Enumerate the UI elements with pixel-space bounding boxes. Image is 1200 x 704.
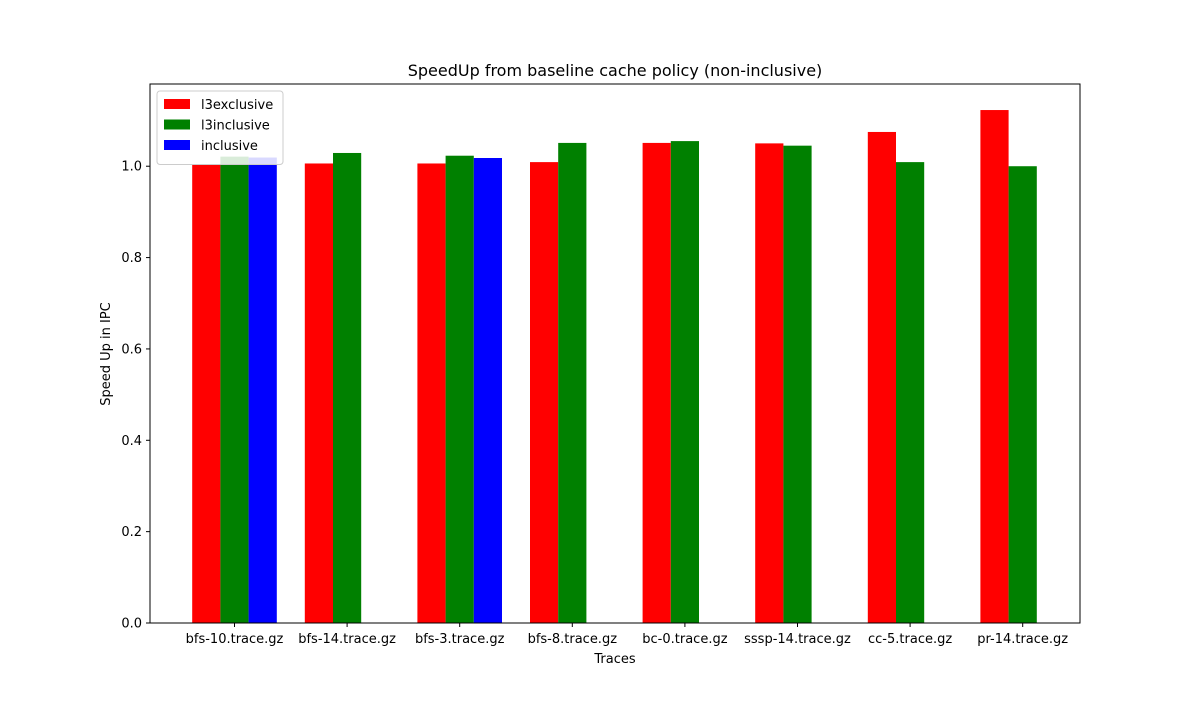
bar-l3inclusive-sssp-14.trace.gz <box>783 145 812 624</box>
x-tick-label: sssp-14.trace.gz <box>744 632 851 647</box>
bar-l3exclusive-bfs-10.trace.gz <box>192 164 221 623</box>
x-tick-label: bfs-14.trace.gz <box>298 632 396 647</box>
bar-l3exclusive-bc-0.trace.gz <box>642 142 671 624</box>
legend-label-l3inclusive: l3inclusive <box>201 119 270 134</box>
y-tick-label: 0.8 <box>121 251 142 266</box>
bar-l3inclusive-bfs-8.trace.gz <box>558 142 587 624</box>
legend-swatch-l3inclusive <box>164 119 190 130</box>
bar-l3inclusive-bc-0.trace.gz <box>670 141 699 623</box>
y-tick-label: 0.6 <box>121 342 142 357</box>
bar-inclusive-bfs-3.trace.gz <box>473 158 502 623</box>
x-tick-label: cc-5.trace.gz <box>868 632 952 647</box>
bars-layer <box>192 110 1037 624</box>
bar-l3inclusive-bfs-10.trace.gz <box>220 156 249 623</box>
y-tick-label: 1.0 <box>121 160 142 175</box>
bar-l3exclusive-bfs-8.trace.gz <box>530 162 559 624</box>
legend: l3exclusive l3inclusive inclusive <box>156 90 284 165</box>
bar-inclusive-bfs-10.trace.gz <box>248 157 277 624</box>
legend-swatch-l3exclusive <box>164 99 190 109</box>
x-axis-label: Traces <box>593 652 635 667</box>
x-tick-label: bfs-3.trace.gz <box>415 632 505 647</box>
bar-l3inclusive-bfs-14.trace.gz <box>333 152 362 623</box>
x-tick-label: bfs-8.trace.gz <box>528 632 618 647</box>
chart-title: SpeedUp from baseline cache policy (non-… <box>408 61 823 80</box>
axes-layer: 0.0 0.2 0.4 0.6 0.8 1.0 bfs-10.trace.gz bfs-14.… <box>121 83 1081 647</box>
bar-l3exclusive-bfs-14.trace.gz <box>304 163 333 624</box>
x-tick-label: bfs-10.trace.gz <box>186 632 284 647</box>
plot-frame <box>149 83 1081 624</box>
bar-l3inclusive-cc-5.trace.gz <box>896 162 925 624</box>
bar-l3inclusive-pr-14.trace.gz <box>1008 166 1037 623</box>
bar-l3exclusive-bfs-3.trace.gz <box>417 163 446 624</box>
bar-l3exclusive-cc-5.trace.gz <box>867 131 896 623</box>
bar-l3inclusive-bfs-3.trace.gz <box>445 155 474 623</box>
bar-l3exclusive-pr-14.trace.gz <box>980 110 1009 624</box>
y-axis-label: Speed Up in IPC <box>99 302 114 406</box>
y-tick-label: 0.2 <box>121 525 142 540</box>
legend-label-inclusive: inclusive <box>201 139 258 154</box>
x-tick-label: pr-14.trace.gz <box>977 632 1068 647</box>
bar-l3exclusive-sssp-14.trace.gz <box>755 143 784 623</box>
y-tick-label: 0.4 <box>121 434 142 449</box>
legend-swatch-inclusive <box>164 140 190 150</box>
legend-label-l3exclusive: l3exclusive <box>201 98 273 113</box>
y-tick-label: 0.0 <box>121 617 142 632</box>
x-tick-label: bc-0.trace.gz <box>642 632 727 647</box>
